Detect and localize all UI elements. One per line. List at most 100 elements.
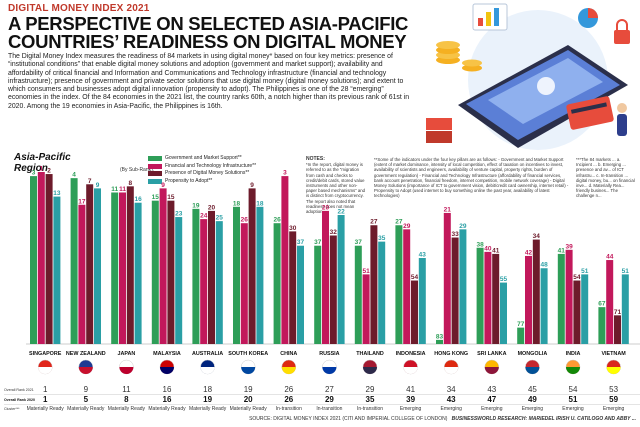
flag-circle [362, 359, 378, 375]
flag-circle [403, 359, 418, 375]
flag-icon [606, 359, 621, 375]
flag-icon [362, 359, 378, 375]
flag-half [160, 367, 174, 374]
country-label: AUSTRALIA [192, 351, 223, 357]
country-label: CHINA [280, 351, 297, 357]
bar-new-zealand-2 [86, 184, 94, 344]
pie-icon [578, 8, 598, 28]
smartphone-icon [458, 45, 628, 148]
legend-swatch [148, 156, 162, 162]
rank-2020: 16 [163, 395, 172, 404]
cluster-label: Emerging [603, 406, 625, 412]
flag-circle [78, 359, 94, 375]
stack-icon [426, 118, 452, 143]
legend-swatch [148, 171, 162, 177]
rank-2020: 5 [84, 395, 89, 404]
legend-item-infrastructure: Financial and Technology Infrastructure*… [148, 163, 256, 171]
rank-2021: 43 [487, 385, 496, 394]
bar-singapore-2 [45, 174, 53, 344]
flag-icon [159, 359, 175, 375]
rank-2020: 39 [406, 395, 415, 404]
rank-2021: 41 [406, 385, 415, 394]
flag-circle [322, 359, 337, 375]
flag-circle [606, 359, 621, 375]
region-label-text: Asia-Pacific Region [14, 152, 71, 174]
coins-icon [436, 41, 482, 72]
bar-value-label: 51 [362, 268, 370, 275]
bar-value-label: 30 [289, 225, 297, 232]
bar-malaysia-1 [159, 188, 167, 344]
bar-value-label: 71 [614, 309, 622, 316]
bar-value-label: 7 [88, 178, 92, 185]
bar-malaysia-3 [175, 217, 183, 344]
bar-new-zealand-0 [70, 178, 78, 344]
bar-sri-lanka-3 [500, 282, 507, 344]
bar-mongolia-3 [540, 268, 548, 344]
bar-indonesia-1 [403, 229, 411, 344]
chart-icon [472, 3, 508, 31]
country-label: HONG KONG [434, 351, 468, 357]
bar-value-label: 11 [119, 186, 126, 193]
bar-value-label: 48 [540, 262, 548, 269]
flag-circle [37, 359, 53, 375]
legend-item-government: Government and Market Support** [148, 155, 256, 163]
bar-australia-1 [200, 219, 208, 344]
bar-india-3 [581, 274, 589, 344]
bar-south-korea-3 [256, 206, 264, 344]
bar-russia-3 [337, 215, 345, 344]
bar-thailand-2 [370, 225, 378, 344]
legend: Government and Market Support** Financia… [148, 155, 256, 185]
country-label: SOUTH KOREA [228, 351, 268, 357]
bar-value-label: 43 [419, 252, 427, 259]
bar-value-label: 41 [492, 247, 500, 254]
bar-value-label: 44 [606, 254, 614, 261]
bar-malaysia-2 [167, 200, 175, 344]
cluster-label: Emerging [400, 406, 422, 412]
legend-swatch [148, 163, 162, 169]
cluster-label: In-transition [316, 406, 342, 412]
legend-label: Propensity to Adopt** [165, 177, 213, 184]
country-label: INDIA [566, 351, 581, 357]
country-label: MALAYSIA [153, 351, 181, 357]
rank-2020: 1 [43, 395, 48, 404]
bar-singapore-0 [30, 176, 37, 344]
flag-icon [200, 359, 215, 375]
rank-2020: 35 [366, 395, 375, 404]
flag-circle [443, 359, 459, 375]
bar-new-zealand-1 [78, 204, 86, 344]
bar-china-0 [273, 223, 281, 344]
cluster-label: Emerging [481, 406, 503, 412]
bar-indonesia-3 [418, 258, 426, 344]
flag-half [363, 367, 377, 374]
legend-item-solutions: Presence of Digital Money Solutions** [148, 170, 256, 178]
bar-china-1 [281, 176, 289, 344]
bar-japan-1 [119, 192, 126, 344]
flag-circle [525, 359, 540, 375]
bar-singapore-3 [53, 196, 61, 344]
flag-half [119, 367, 134, 374]
rank-2021: 9 [84, 385, 89, 394]
bar-value-label: 19 [192, 202, 200, 209]
credit-card-icon [566, 96, 614, 130]
bar-indonesia-2 [411, 280, 418, 344]
source-footer: SOURCE: DIGITAL MONEY INDEX 2021 (CITI A… [8, 416, 636, 422]
rank-2021: 53 [609, 385, 618, 394]
country-label: VIETNAM [601, 351, 626, 357]
flag-icon [78, 359, 94, 375]
rank-2020: 47 [487, 395, 496, 404]
flag-half [566, 367, 580, 374]
bar-indonesia-0 [395, 225, 403, 344]
flag-icon [525, 359, 540, 375]
phone-illustration [418, 0, 640, 160]
bar-vietnam-3 [621, 274, 629, 344]
rank-2020: 59 [609, 395, 618, 404]
country-label: JAPAN [117, 351, 135, 357]
bar-value-label: 15 [152, 194, 160, 201]
bar-value-label: 51 [581, 268, 589, 275]
rank-2021: 11 [122, 385, 131, 394]
bar-vietnam-2 [614, 315, 621, 344]
bar-australia-2 [208, 210, 215, 344]
bar-china-3 [297, 245, 304, 344]
flag-half [322, 367, 337, 374]
bar-mongolia-2 [532, 239, 540, 344]
